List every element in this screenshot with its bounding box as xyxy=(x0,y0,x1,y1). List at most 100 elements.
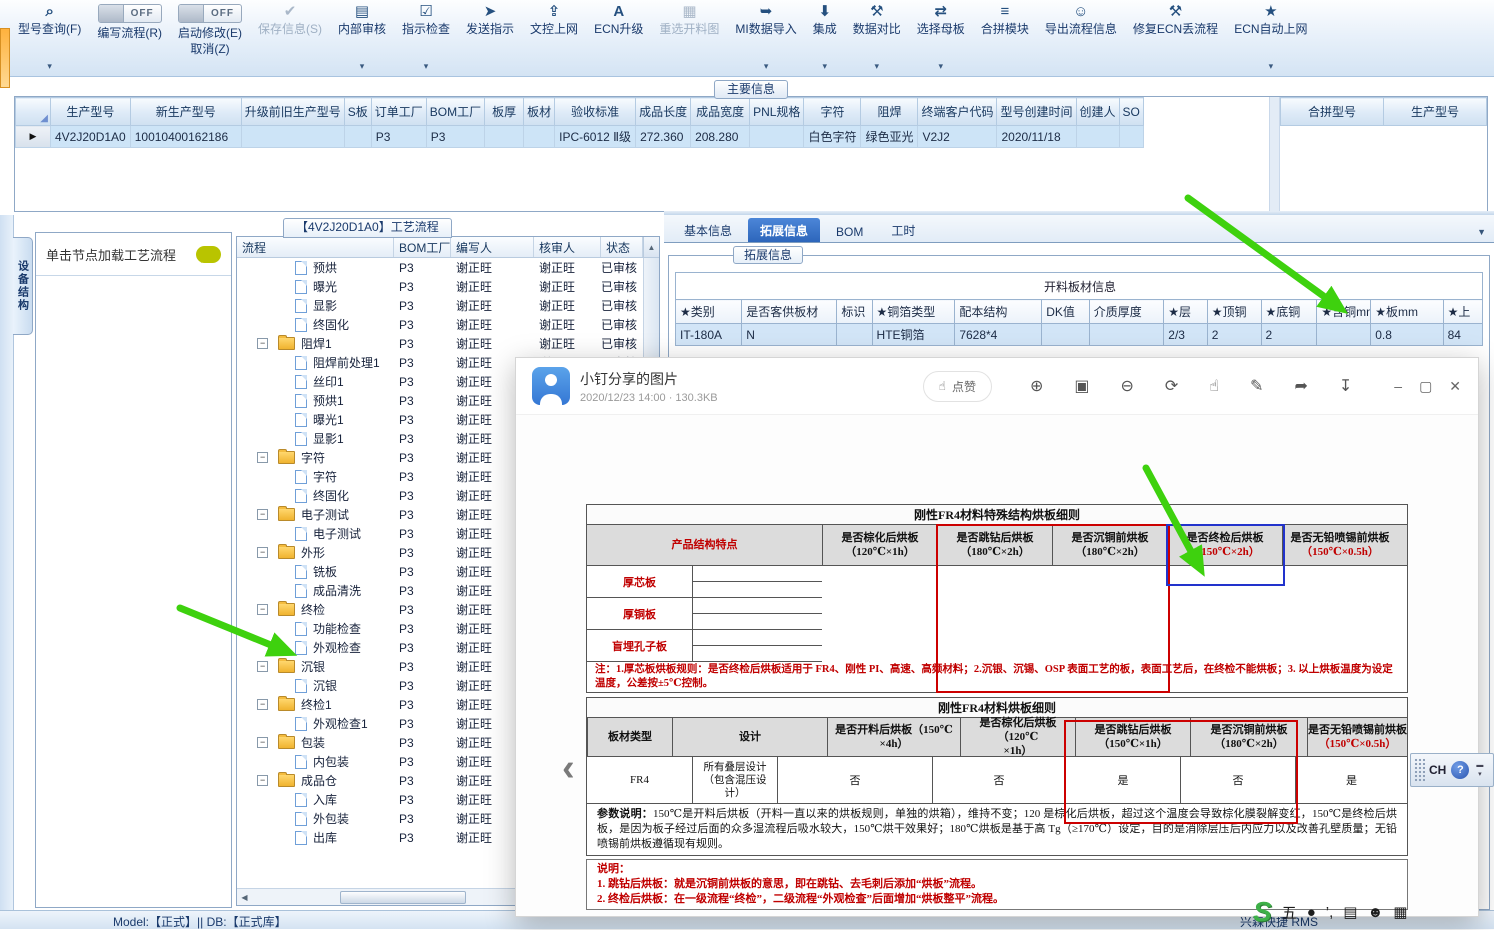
tab[interactable]: BOM xyxy=(836,225,864,239)
tree-row[interactable]: − 阻焊1 P3 谢正旺 谢正旺 已审核 xyxy=(237,334,644,353)
skin-icon[interactable]: ● xyxy=(1306,903,1316,921)
board-header-cell[interactable]: ★铜箔类型 xyxy=(871,299,956,324)
dropdown-arrow[interactable]: ▾ xyxy=(763,61,769,71)
board-header-cell[interactable]: ★类别 xyxy=(674,299,743,324)
like-button[interactable]: ☝ 点赞 xyxy=(922,370,992,402)
profile-icon[interactable]: ☻ xyxy=(1367,903,1384,921)
board-header-cell[interactable]: ★层 xyxy=(1163,299,1208,324)
grid-header-cell[interactable]: 新生产型号 xyxy=(129,97,242,126)
minimize-icon[interactable]: – xyxy=(1394,377,1403,394)
collapse-expander-icon[interactable]: − xyxy=(257,509,268,520)
collapse-expander-icon[interactable]: − xyxy=(257,338,268,349)
dropdown-arrow[interactable]: ▾ xyxy=(423,61,429,71)
help-icon[interactable]: ? xyxy=(1451,761,1470,779)
toolbar-button[interactable]: ⚒ 修复ECN丢流程 xyxy=(1133,2,1218,74)
grid-header-cell[interactable]: 成品宽度 xyxy=(690,97,751,126)
toolbar-button[interactable]: ▦ 重选开料图 xyxy=(659,2,719,74)
column-header-writer[interactable]: 编写人 xyxy=(451,237,534,257)
board-header-cell[interactable]: ★板mm xyxy=(1370,299,1444,324)
main-grid-data-row[interactable]: ▶ 4V2J20D1A0 10010400162186 P3 P3 IPC-6012 Ⅱ… xyxy=(15,125,1144,148)
board-header-cell[interactable]: ★上 xyxy=(1442,299,1484,324)
collapse-expander-icon[interactable]: − xyxy=(257,547,268,558)
toolbar-button[interactable]: ☑ 指示检查 ▾ xyxy=(402,2,450,74)
zoom-in-icon[interactable]: ⊕ xyxy=(1029,378,1044,395)
options-arrow-icon[interactable]: ▾ xyxy=(1478,770,1482,778)
maximize-icon[interactable]: ▢ xyxy=(1419,377,1433,394)
collapse-expander-icon[interactable]: − xyxy=(257,661,268,672)
sidebar-tab-device-structure[interactable]: 设备结构 xyxy=(13,237,33,335)
grid-header-cell[interactable]: 生产型号 xyxy=(1383,97,1487,126)
close-icon[interactable]: ✕ xyxy=(1449,377,1462,394)
tree-row[interactable]: 预烘 P3 谢正旺 谢正旺 已审核 xyxy=(237,258,644,277)
scroll-left-arrow[interactable]: ◀ xyxy=(241,892,248,902)
scrollbar-thumb[interactable] xyxy=(340,890,466,904)
toolbar-button[interactable]: ➥ MI数据导入 ▾ xyxy=(735,2,796,74)
drag-grip-icon[interactable] xyxy=(1414,758,1425,782)
grid-header-cell[interactable]: S板 xyxy=(343,97,372,126)
grid-header-cell[interactable]: 升级前旧生产型号 xyxy=(240,97,345,126)
grid-header-cell[interactable]: BOM工厂 xyxy=(425,97,486,126)
board-header-cell[interactable]: 介质厚度 xyxy=(1088,299,1165,324)
toolbar-button[interactable]: ⇪ 文控上网 xyxy=(530,2,578,74)
column-header-bom-factory[interactable]: BOM工厂 xyxy=(394,237,451,257)
dropdown-arrow[interactable]: ▾ xyxy=(874,61,880,71)
tab-list-dropdown-icon[interactable]: ▼ xyxy=(1477,227,1486,237)
toolbar-button[interactable]: ⬇ 集成 ▾ xyxy=(813,2,837,74)
tab[interactable]: 拓展信息 xyxy=(748,218,821,242)
grid-header-cell[interactable]: SO xyxy=(1118,97,1144,126)
grid-header-cell[interactable]: 板材 xyxy=(523,97,556,126)
toolbar-button[interactable]: A ECN升级 xyxy=(594,2,643,74)
collapse-expander-icon[interactable]: − xyxy=(257,452,268,463)
sogou-logo[interactable]: S xyxy=(1253,896,1272,927)
grid-header-cell[interactable]: 验收标准 xyxy=(554,97,637,126)
tree-row[interactable]: 曝光 P3 谢正旺 谢正旺 已审核 xyxy=(237,277,644,296)
scroll-up-arrow[interactable]: ▲ xyxy=(643,237,659,257)
grid-header-cell[interactable]: 终端客户代码 xyxy=(917,97,998,126)
toolbar-button[interactable]: ⚒ 数据对比 ▾ xyxy=(853,2,901,74)
rotate-icon[interactable]: ⟳ xyxy=(1164,378,1179,395)
toolbar-button[interactable]: ⇄ 选择母板 ▾ xyxy=(917,2,965,74)
off-toggle[interactable]: OFF xyxy=(97,4,162,23)
panel-splitter[interactable] xyxy=(664,211,1494,215)
board-header-cell[interactable]: ★含铜mm xyxy=(1316,299,1372,324)
wubi-mode-icon[interactable]: 五 xyxy=(1281,904,1297,922)
column-header-reviewer[interactable]: 核审人 xyxy=(534,237,601,257)
toolbar-button[interactable]: ➤ 发送指示 xyxy=(466,2,514,74)
board-header-cell[interactable]: ★底铜 xyxy=(1260,299,1318,324)
edit-icon[interactable]: ✎ xyxy=(1250,378,1264,395)
toolbar-button[interactable]: ★ ECN自动上网 ▾ xyxy=(1234,2,1307,74)
grid-header-cell[interactable]: 阻焊 xyxy=(860,97,919,126)
board-header-cell[interactable]: 是否客供板材 xyxy=(741,299,838,324)
board-header-cell[interactable]: ★顶铜 xyxy=(1206,299,1262,324)
grid-header-cell[interactable]: 生产型号 xyxy=(50,97,131,126)
grid-header-cell[interactable]: 字符 xyxy=(803,97,862,126)
hand-tool-icon[interactable]: ☝ xyxy=(1209,378,1220,395)
language-indicator[interactable]: CH xyxy=(1429,763,1447,777)
toolbar-button[interactable]: ≡ 合拼模块 xyxy=(981,2,1029,74)
actual-size-icon[interactable]: ▣ xyxy=(1074,378,1090,395)
grid-header-cell[interactable]: 板厚 xyxy=(484,97,525,126)
tab[interactable]: 基本信息 xyxy=(684,224,733,238)
dropdown-arrow[interactable]: ▾ xyxy=(1268,61,1274,71)
toolbar-button[interactable]: ▤ 内部审核 ▾ xyxy=(338,2,386,74)
download-icon[interactable]: ↧ xyxy=(1338,378,1353,395)
row-selector-cell[interactable]: ▶ xyxy=(15,125,51,148)
dropdown-arrow[interactable]: ▾ xyxy=(359,61,365,71)
board-header-cell[interactable]: 配本结构 xyxy=(954,299,1043,324)
share-icon[interactable]: ➦ xyxy=(1294,378,1308,395)
board-header-cell[interactable]: DK值 xyxy=(1041,299,1090,324)
collapse-expander-icon[interactable]: − xyxy=(257,737,268,748)
grid-header-cell[interactable]: 创建人 xyxy=(1075,97,1120,126)
select-all-corner[interactable]: ◢ xyxy=(15,97,51,126)
symbols-icon[interactable]: ’, xyxy=(1325,903,1334,921)
grid-header-cell[interactable]: 型号创建时间 xyxy=(996,97,1077,126)
tree-row[interactable]: 显影 P3 谢正旺 谢正旺 已审核 xyxy=(237,296,644,315)
tab[interactable]: 工时 xyxy=(891,224,916,238)
toolbox-icon[interactable]: ▦ xyxy=(1393,904,1408,921)
dropdown-arrow[interactable]: ▾ xyxy=(938,61,944,71)
toolbar-button[interactable]: OFF 编写流程(R) xyxy=(97,2,162,74)
column-header-status[interactable]: 状态 xyxy=(601,237,643,257)
minimize-langbar-icon[interactable]: ▬ xyxy=(1476,761,1484,769)
column-header-flow[interactable]: 流程 xyxy=(237,237,394,257)
grid-header-cell[interactable]: PNL规格 xyxy=(749,97,805,126)
